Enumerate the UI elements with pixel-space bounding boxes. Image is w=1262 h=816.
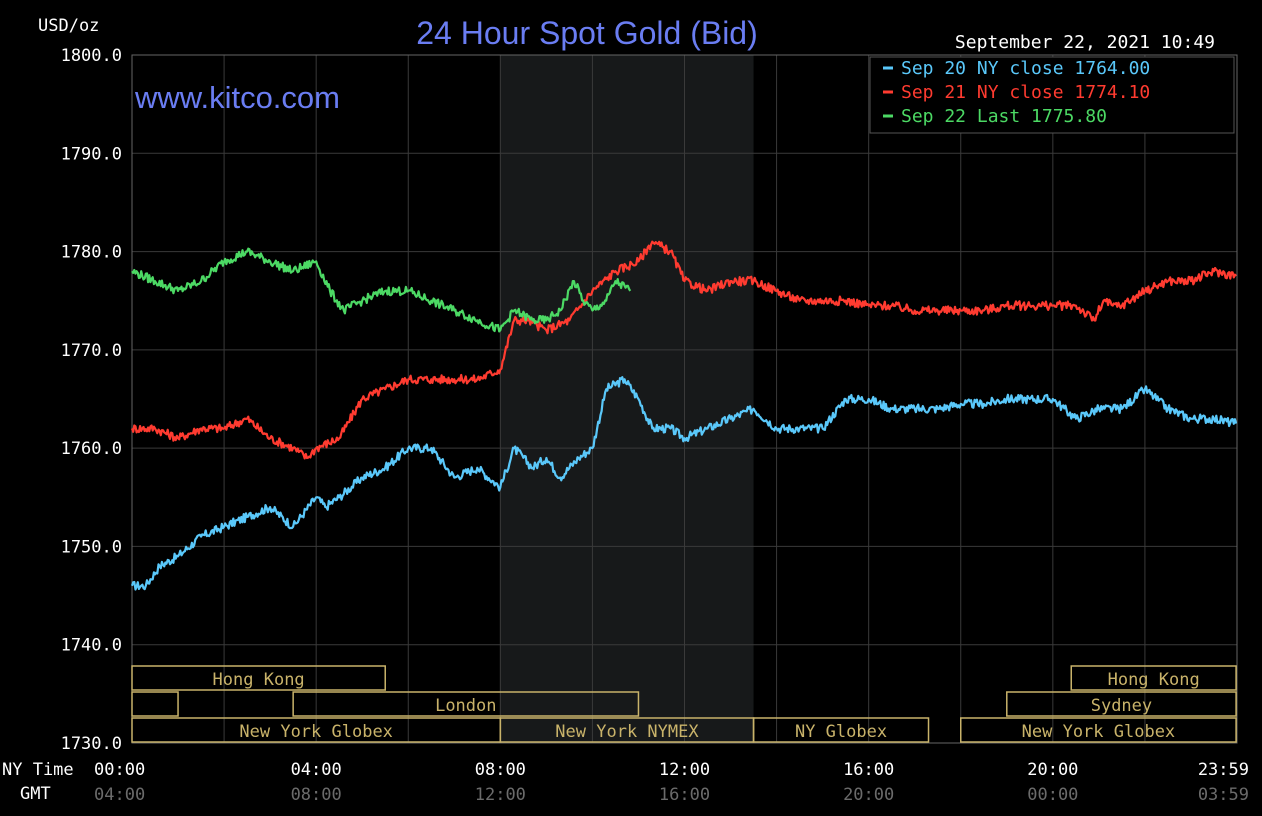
ny-time-label: NY Time bbox=[2, 760, 74, 780]
x-tick-label-gmt: 00:00 bbox=[1027, 785, 1078, 805]
x-tick-label-ny: 00:00 bbox=[94, 760, 145, 780]
gmt-label: GMT bbox=[20, 784, 51, 804]
x-tick-label-gmt: 16:00 bbox=[659, 785, 710, 805]
series-line bbox=[131, 247, 632, 333]
x-tick-label-ny: 16:00 bbox=[843, 760, 894, 780]
session-bar bbox=[1070, 665, 1237, 691]
y-tick-label: 1730.0 bbox=[61, 734, 122, 754]
x-tick-label-gmt: 12:00 bbox=[475, 785, 526, 805]
legend-entry: Sep 20 NY close 1764.00 bbox=[901, 58, 1150, 79]
y-tick-label: 1790.0 bbox=[61, 144, 122, 164]
legend-box bbox=[869, 56, 1235, 134]
session-label: Hong Kong bbox=[213, 670, 305, 690]
x-tick-label-gmt: 08:00 bbox=[291, 785, 342, 805]
plot-frame bbox=[131, 54, 1238, 744]
x-tick-label-gmt: 04:00 bbox=[94, 785, 145, 805]
chart-title: 24 Hour Spot Gold (Bid) bbox=[416, 15, 758, 51]
session-label: Hong Kong bbox=[1108, 670, 1200, 690]
legend-entry: Sep 21 NY close 1774.10 bbox=[901, 82, 1150, 103]
x-tick-label-gmt: 03:59 bbox=[1198, 785, 1249, 805]
y-axis-unit-label: USD/oz bbox=[38, 16, 99, 36]
y-tick-label: 1760.0 bbox=[61, 439, 122, 459]
y-tick-label: 1740.0 bbox=[61, 636, 122, 656]
x-tick-label-ny: 12:00 bbox=[659, 760, 710, 780]
session-label: Sydney bbox=[1091, 696, 1152, 716]
y-tick-label: 1800.0 bbox=[61, 46, 122, 66]
x-tick-label-ny: 08:00 bbox=[475, 760, 526, 780]
timestamp: September 22, 2021 10:49 bbox=[955, 32, 1215, 53]
series-line bbox=[130, 376, 1238, 591]
session-label: New York NYMEX bbox=[555, 722, 699, 742]
series-line bbox=[130, 240, 1237, 460]
x-tick-label-ny: 20:00 bbox=[1027, 760, 1078, 780]
watermark: www.kitco.com bbox=[134, 80, 340, 115]
x-tick-label-ny: 23:59 bbox=[1198, 760, 1249, 780]
session-label: New York Globex bbox=[1022, 722, 1176, 742]
session-bar bbox=[1006, 691, 1237, 717]
legend-entry: Sep 22 Last 1775.80 bbox=[901, 106, 1107, 127]
nymex-highlight bbox=[500, 55, 754, 743]
x-tick-label-gmt: 20:00 bbox=[843, 785, 894, 805]
session-label: NY Globex bbox=[795, 722, 887, 742]
session-label: London bbox=[435, 696, 496, 716]
y-tick-label: 1770.0 bbox=[61, 341, 122, 361]
session-bar bbox=[131, 691, 179, 717]
session-bar bbox=[131, 665, 386, 691]
session-label: New York Globex bbox=[239, 722, 393, 742]
y-tick-label: 1780.0 bbox=[61, 243, 122, 263]
session-bar bbox=[960, 717, 1237, 743]
y-tick-label: 1750.0 bbox=[61, 537, 122, 557]
session-bar bbox=[292, 691, 640, 717]
x-tick-label-ny: 04:00 bbox=[291, 760, 342, 780]
session-bar bbox=[752, 717, 930, 743]
